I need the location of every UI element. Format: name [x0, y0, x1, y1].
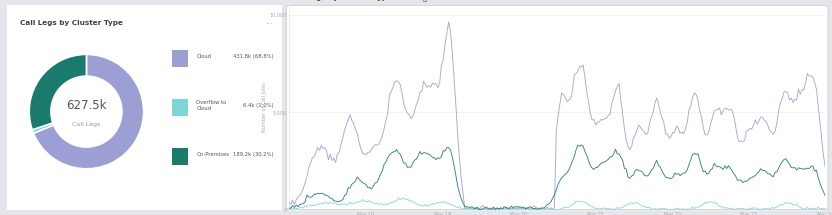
Y-axis label: Number of Call Joins: Number of Call Joins: [262, 83, 267, 132]
Bar: [171, 99, 188, 116]
FancyBboxPatch shape: [286, 5, 828, 210]
Text: 431.8k (68.8%): 431.8k (68.8%): [233, 54, 274, 59]
Text: Call Legs by Cluster Type Trend  ⓘ: Call Legs by Cluster Type Trend ⓘ: [289, 0, 427, 2]
Text: Overflow to
Cloud: Overflow to Cloud: [196, 100, 226, 111]
Bar: [171, 50, 188, 67]
FancyBboxPatch shape: [4, 3, 285, 212]
Text: ···: ···: [265, 20, 273, 29]
Text: 189.2k (30.2%): 189.2k (30.2%): [233, 152, 274, 157]
Text: Cloud: Cloud: [196, 54, 211, 59]
Text: On-Premises: On-Premises: [196, 152, 230, 157]
Text: Call Legs by Cluster Type: Call Legs by Cluster Type: [21, 20, 123, 26]
Bar: [171, 148, 188, 165]
Text: 6.4k (1.0%): 6.4k (1.0%): [243, 103, 274, 108]
